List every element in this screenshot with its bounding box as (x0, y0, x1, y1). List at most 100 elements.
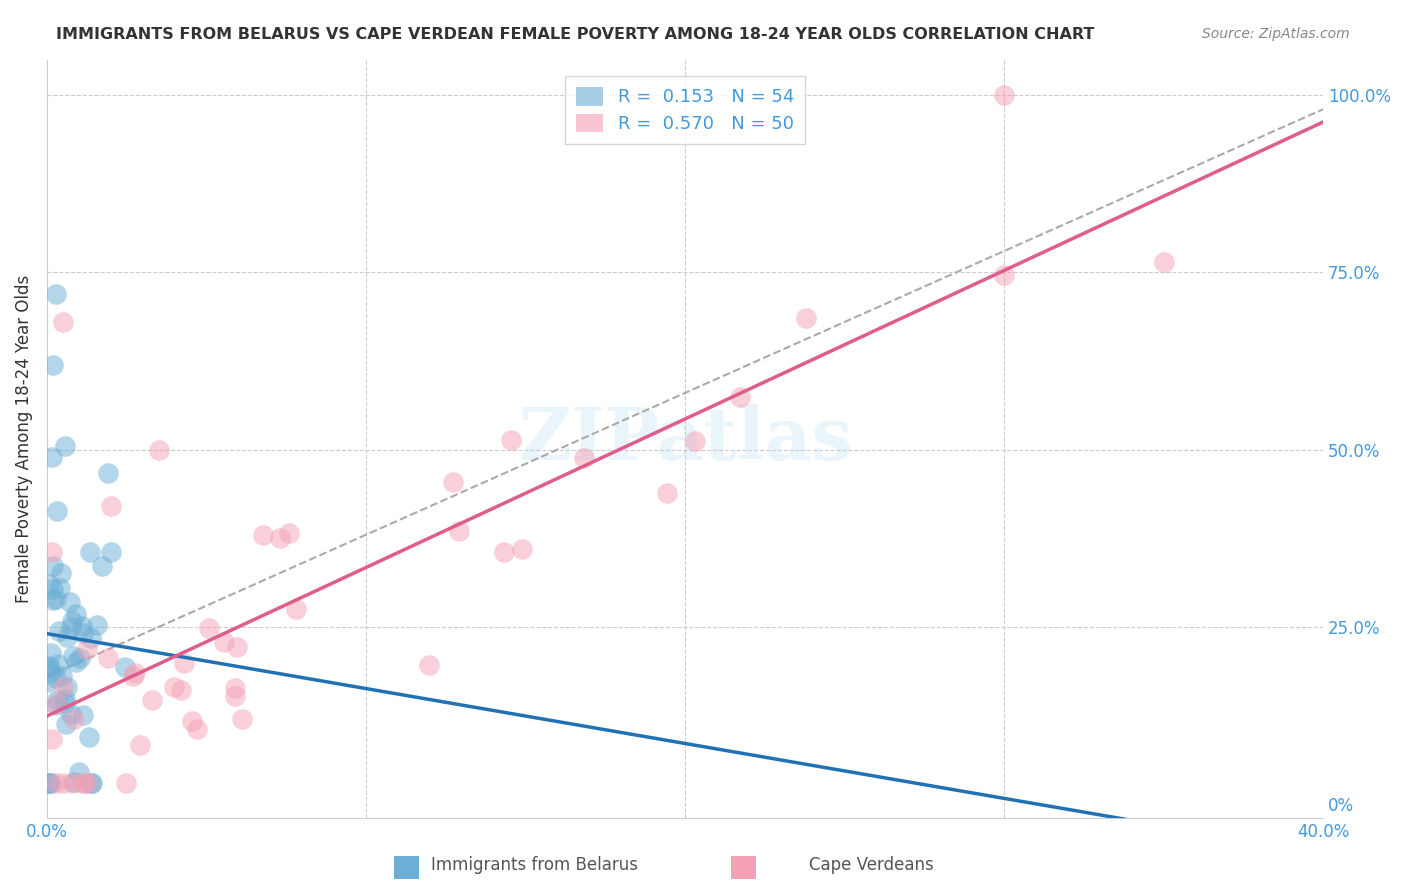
Point (52, 776, 75, 790)
Point (52, 680, 75, 694)
Point (65, 655, 87, 669)
Point (60, 706, 83, 721)
Point (45, 671, 67, 685)
Point (86, 618, 108, 632)
Point (72, 626, 94, 640)
Point (41, 731, 63, 746)
Point (45, 698, 67, 712)
Point (42, 593, 65, 607)
Text: Source: ZipAtlas.com: Source: ZipAtlas.com (1202, 27, 1350, 41)
Point (62, 775, 84, 789)
Point (97, 650, 120, 665)
Point (97, 466, 120, 480)
Point (80, 631, 103, 645)
Point (181, 714, 204, 729)
Point (73, 776, 96, 790)
Point (37, 659, 59, 673)
Point (48, 581, 70, 595)
Point (728, 391, 751, 405)
Point (173, 656, 195, 670)
Point (65, 607, 87, 621)
Point (41, 559, 63, 574)
Point (53, 439, 76, 453)
Point (252, 528, 274, 542)
Point (45, 591, 67, 606)
Point (59, 595, 82, 609)
Point (492, 545, 515, 559)
Point (197, 621, 219, 635)
Point (42, 358, 65, 372)
Point (284, 601, 307, 615)
Point (214, 635, 236, 649)
Point (447, 524, 470, 538)
Point (38, 776, 60, 790)
Point (70, 619, 93, 633)
Point (1153, 255, 1175, 269)
Point (90, 558, 112, 573)
Point (501, 433, 523, 447)
Point (114, 776, 136, 790)
Point (79, 545, 101, 559)
Point (114, 660, 136, 674)
Point (39, 665, 62, 679)
Point (39, 776, 62, 790)
Text: Cape Verdeans: Cape Verdeans (810, 856, 934, 874)
Point (45, 776, 67, 790)
Point (45, 286, 67, 301)
Point (100, 545, 122, 559)
Point (122, 668, 145, 682)
Y-axis label: Female Poverty Among 18-24 Year Olds: Female Poverty Among 18-24 Year Olds (15, 275, 32, 603)
Point (129, 738, 152, 752)
Point (141, 693, 163, 707)
Point (510, 541, 533, 556)
Point (418, 658, 440, 673)
Legend: R =  0.153   N = 54, R =  0.570   N = 50: R = 0.153 N = 54, R = 0.570 N = 50 (565, 76, 804, 144)
Point (38, 776, 60, 790)
Point (63, 712, 86, 726)
Point (124, 666, 146, 681)
Point (45, 503, 67, 517)
Point (80, 776, 103, 790)
Point (55, 717, 77, 731)
Point (60, 620, 83, 634)
Point (56, 680, 79, 694)
Point (69, 651, 91, 665)
Point (53, 696, 76, 710)
Text: IMMIGRANTS FROM BELARUS VS CAPE VERDEAN FEMALE POVERTY AMONG 18-24 YEAR OLDS COR: IMMIGRANTS FROM BELARUS VS CAPE VERDEAN … (56, 27, 1095, 42)
Point (60, 776, 83, 790)
Point (76, 776, 98, 790)
Point (39, 660, 62, 674)
Point (76, 642, 98, 657)
Point (170, 683, 193, 698)
Point (993, 88, 1015, 103)
Point (163, 680, 186, 694)
Point (148, 442, 170, 457)
Text: ZIPatlas: ZIPatlas (517, 403, 852, 475)
Point (51, 566, 73, 581)
Text: Immigrants from Belarus: Immigrants from Belarus (430, 856, 638, 874)
Point (41, 646, 63, 660)
Point (56, 630, 79, 644)
Point (683, 434, 706, 449)
Point (993, 268, 1015, 282)
Point (45, 693, 67, 707)
Point (41, 582, 63, 596)
Point (224, 681, 246, 695)
Point (72, 707, 94, 722)
Point (224, 689, 246, 703)
Point (53, 692, 76, 706)
Point (46, 657, 69, 671)
Point (41, 450, 63, 464)
Point (45, 697, 67, 711)
Point (655, 485, 678, 500)
Point (100, 500, 122, 514)
Point (278, 525, 301, 540)
Point (62, 649, 84, 664)
Point (796, 310, 818, 325)
Point (38, 576, 60, 591)
Point (77, 731, 100, 745)
Point (41, 545, 63, 559)
Point (269, 531, 291, 545)
Point (67, 765, 90, 780)
Point (48, 624, 70, 639)
